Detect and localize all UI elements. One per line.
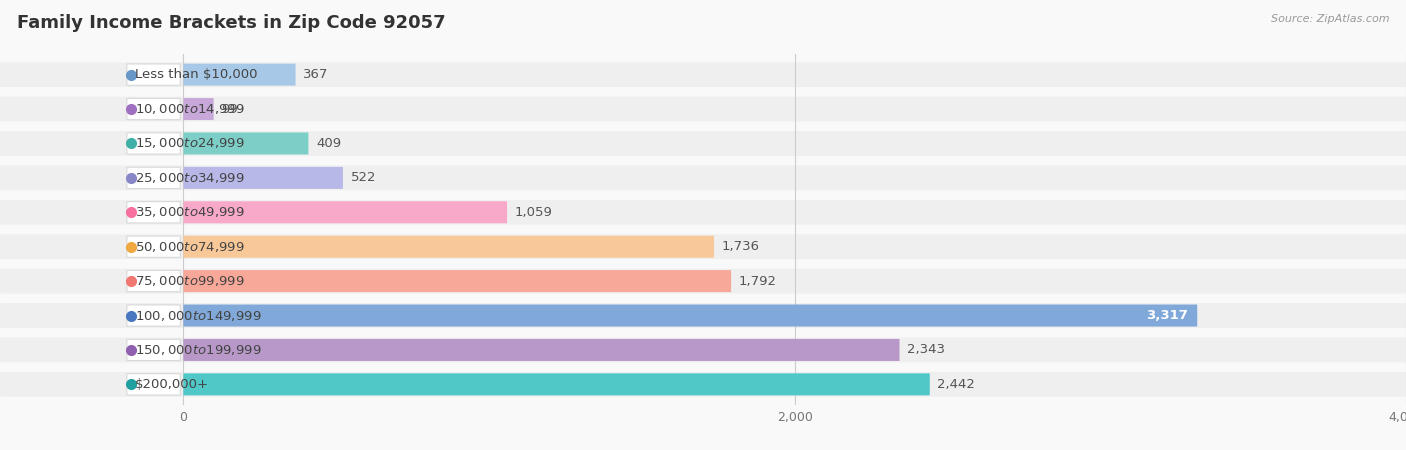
FancyBboxPatch shape	[0, 372, 1406, 397]
FancyBboxPatch shape	[0, 131, 1406, 156]
Text: 2,343: 2,343	[907, 343, 945, 356]
FancyBboxPatch shape	[183, 132, 308, 154]
Text: $100,000 to $149,999: $100,000 to $149,999	[135, 309, 262, 323]
Text: $75,000 to $99,999: $75,000 to $99,999	[135, 274, 245, 288]
FancyBboxPatch shape	[127, 236, 180, 257]
FancyBboxPatch shape	[183, 270, 731, 292]
FancyBboxPatch shape	[127, 202, 180, 223]
Text: 1,736: 1,736	[721, 240, 759, 253]
FancyBboxPatch shape	[183, 63, 295, 86]
FancyBboxPatch shape	[127, 374, 180, 395]
FancyBboxPatch shape	[183, 236, 714, 258]
Text: $25,000 to $34,999: $25,000 to $34,999	[135, 171, 245, 185]
FancyBboxPatch shape	[183, 305, 1198, 327]
FancyBboxPatch shape	[0, 269, 1406, 293]
FancyBboxPatch shape	[183, 374, 929, 396]
Text: Less than $10,000: Less than $10,000	[135, 68, 257, 81]
Text: 1,059: 1,059	[515, 206, 553, 219]
Text: 3,317: 3,317	[1146, 309, 1188, 322]
FancyBboxPatch shape	[127, 167, 180, 189]
FancyBboxPatch shape	[0, 303, 1406, 328]
FancyBboxPatch shape	[127, 270, 180, 292]
FancyBboxPatch shape	[0, 97, 1406, 122]
FancyBboxPatch shape	[127, 339, 180, 360]
FancyBboxPatch shape	[183, 98, 214, 120]
Text: $150,000 to $199,999: $150,000 to $199,999	[135, 343, 262, 357]
Text: $15,000 to $24,999: $15,000 to $24,999	[135, 136, 245, 150]
FancyBboxPatch shape	[127, 99, 180, 120]
FancyBboxPatch shape	[183, 201, 508, 223]
FancyBboxPatch shape	[183, 339, 900, 361]
FancyBboxPatch shape	[183, 167, 343, 189]
Text: 522: 522	[350, 171, 375, 184]
Text: Source: ZipAtlas.com: Source: ZipAtlas.com	[1271, 14, 1389, 23]
FancyBboxPatch shape	[0, 166, 1406, 190]
Text: $50,000 to $74,999: $50,000 to $74,999	[135, 240, 245, 254]
Text: 367: 367	[304, 68, 329, 81]
Text: 409: 409	[316, 137, 342, 150]
FancyBboxPatch shape	[0, 200, 1406, 225]
FancyBboxPatch shape	[127, 133, 180, 154]
FancyBboxPatch shape	[127, 64, 180, 86]
FancyBboxPatch shape	[127, 305, 180, 326]
Text: $200,000+: $200,000+	[135, 378, 209, 391]
Text: $35,000 to $49,999: $35,000 to $49,999	[135, 205, 245, 219]
Text: Family Income Brackets in Zip Code 92057: Family Income Brackets in Zip Code 92057	[17, 14, 446, 32]
Text: 1,792: 1,792	[738, 274, 776, 288]
Text: 2,442: 2,442	[938, 378, 976, 391]
Text: 99: 99	[221, 103, 238, 116]
Text: $10,000 to $14,999: $10,000 to $14,999	[135, 102, 245, 116]
FancyBboxPatch shape	[0, 338, 1406, 362]
FancyBboxPatch shape	[0, 234, 1406, 259]
FancyBboxPatch shape	[0, 62, 1406, 87]
